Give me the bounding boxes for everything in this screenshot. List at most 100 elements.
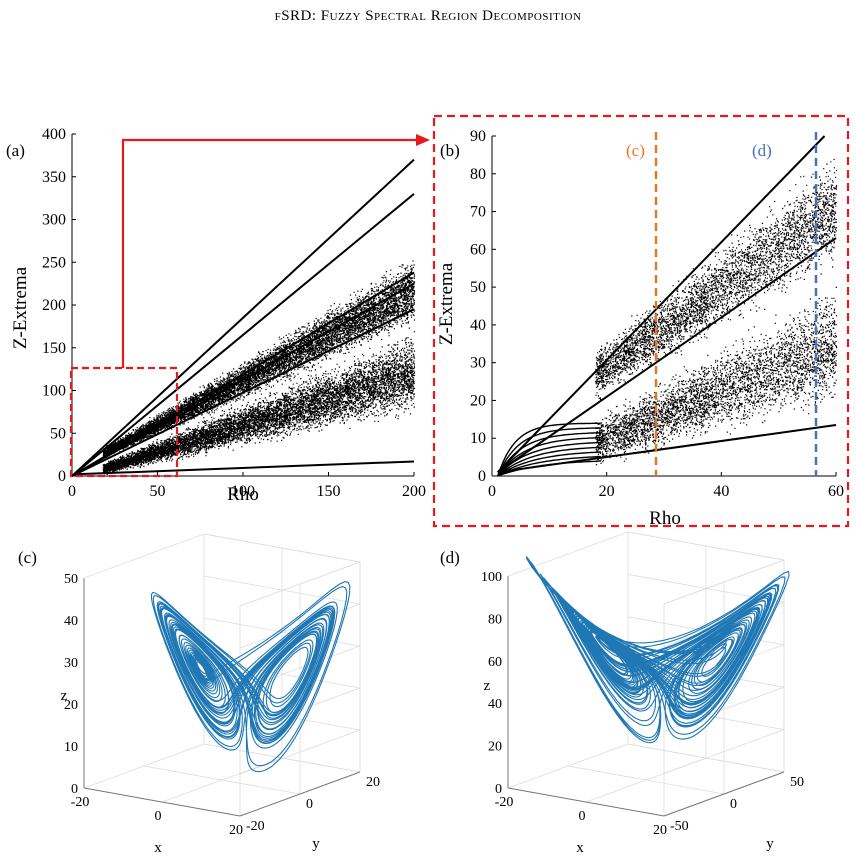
scatter-points (102, 260, 416, 475)
grid-line (143, 765, 301, 795)
fan-curve-6 (497, 451, 601, 477)
fan-curve-4 (497, 441, 601, 477)
x-axis-line (83, 787, 241, 817)
attractor-trajectory (150, 581, 351, 773)
fan-curve-7 (497, 455, 601, 477)
scatter-points (595, 158, 838, 466)
y-tick-label: 350 (42, 169, 66, 186)
fan-curve-5 (497, 446, 601, 477)
running-head: fSRD: Fuzzy Spectral Region Decompositio… (274, 8, 582, 24)
z-tick-label: 20 (64, 698, 78, 713)
bound-line-5 (75, 460, 415, 476)
grid-line (203, 743, 361, 773)
panel-a: (a) 0 50 100 150 200 0 50 100 150 200 250 300 350 400… (6, 126, 430, 505)
marker-label-c: (c) (626, 141, 645, 160)
y-tick-label: 0 (306, 797, 313, 812)
panel-c-xlabel: x (154, 840, 162, 856)
panel-b-xlabel: Rho (649, 508, 681, 529)
z-tick-label: 80 (488, 612, 502, 627)
grid-line (627, 743, 785, 773)
z-tick-label: 30 (64, 656, 78, 671)
y-tick-label: -20 (246, 819, 265, 834)
panel-a-axes: 0 50 100 150 200 0 50 100 150 200 250 300 350 400 (42, 126, 426, 500)
marker-label-d: (d) (752, 141, 772, 160)
bound-line-0 (71, 158, 415, 477)
grid-line (203, 533, 361, 563)
y-tick-label: 300 (42, 212, 66, 229)
y-tick-label: 400 (42, 126, 66, 143)
x-tick-label: 50 (150, 483, 166, 500)
x-tick-label: 40 (713, 483, 729, 500)
panel-b: (b) 0 20 40 60 0 10 20 30 40 50 60 70 80 90 (c) (d) R… (432, 114, 850, 529)
panel-d-ylabel: y (766, 836, 774, 852)
grid-line (627, 531, 785, 561)
fan-curve-0 (497, 422, 601, 477)
z-tick-label: 50 (64, 572, 78, 587)
y-tick-label: 250 (42, 254, 66, 271)
y-tick-label: 150 (42, 340, 66, 357)
z-tick-label: 40 (488, 697, 502, 712)
fan-curve-2 (497, 432, 601, 477)
x-tick-label: 60 (828, 483, 844, 500)
z-tick-label: 20 (488, 740, 502, 755)
bound-line-3 (71, 282, 415, 477)
x-tick-label: 0 (68, 483, 76, 500)
panel-a-scatter-points (102, 260, 416, 475)
x-tick-label: 0 (579, 809, 586, 824)
fan-curve-8 (497, 460, 601, 477)
panel-d-xlabel: x (576, 840, 584, 856)
y-tick-label: 40 (470, 317, 486, 334)
panel-a-label: (a) (6, 141, 25, 160)
panel-c-trajectory (150, 581, 351, 773)
y-tick-label: 30 (470, 355, 486, 372)
y-tick-label: 0 (58, 468, 66, 485)
y-tick-label: 60 (470, 241, 486, 258)
panel-b-label: (b) (440, 141, 460, 160)
y-tick-label: 80 (470, 166, 486, 183)
panel-c-zlabel: z (61, 688, 68, 704)
x-tick-label: 100 (231, 483, 255, 500)
grid-line (83, 533, 205, 579)
y-tick-label: 90 (470, 128, 486, 145)
z-tick-label: 100 (481, 570, 502, 585)
panel-a-bound-lines (71, 158, 415, 477)
panel-b-ylabel: Z-Extrema (436, 262, 457, 345)
y-axis-line (663, 771, 785, 817)
x-tick-label: 0 (488, 483, 496, 500)
z-tick-label: 60 (488, 655, 502, 670)
grid-line (239, 561, 361, 607)
y-tick-label: 50 (790, 775, 804, 790)
panel-b-scatter-points (595, 158, 838, 466)
y-tick-label: 10 (470, 430, 486, 447)
y-tick-label: 20 (366, 775, 380, 790)
y-tick-label: 0 (730, 797, 737, 812)
fan-curve-3 (497, 436, 601, 477)
grid-line (507, 531, 629, 577)
y-tick-label: -50 (670, 819, 689, 834)
grid-line (567, 765, 725, 795)
x-axis-line (507, 787, 665, 817)
x-tick-label: 150 (317, 483, 341, 500)
x-tick-label: 20 (599, 483, 615, 500)
y-tick-label: 200 (42, 297, 66, 314)
attractor-trajectory (525, 555, 790, 744)
zoom-box-b (432, 114, 850, 528)
grid-line (663, 559, 785, 605)
y-tick-label: 50 (50, 425, 66, 442)
z-tick-label: 0 (495, 782, 502, 797)
x-tick-label: -20 (71, 795, 90, 810)
panel-c-label: (c) (18, 548, 37, 567)
y-tick-label: 20 (470, 392, 486, 409)
panel-a-ylabel: Z-Extrema (10, 266, 31, 349)
y-tick-label: 100 (42, 383, 66, 400)
bound-line-4 (71, 308, 415, 477)
bound-line-1 (71, 193, 415, 477)
x-tick-label: 200 (402, 483, 426, 500)
fan-curve-1 (497, 427, 601, 477)
y-tick-label: 70 (470, 204, 486, 221)
panel-d-zlabel: z (484, 678, 491, 694)
